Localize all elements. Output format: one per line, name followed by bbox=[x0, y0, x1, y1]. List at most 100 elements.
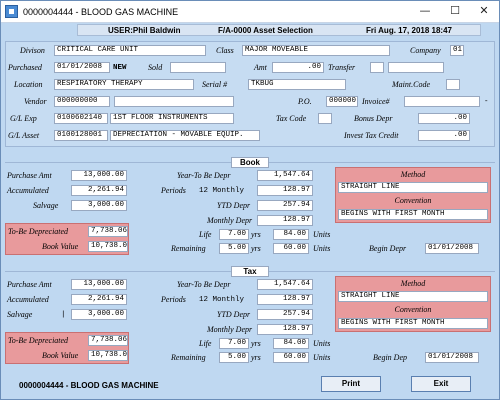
tax-purchase-amt-label: Purchase Amt bbox=[7, 280, 52, 289]
book-remaining-years-field: 5.00 bbox=[219, 243, 249, 254]
book-method-panel: Method STRAIGHT LINE Convention BEGINS W… bbox=[335, 167, 491, 223]
tax-to-be-depreciated-label: To-Be Depreciated bbox=[8, 336, 69, 345]
vendor-label: Vendor bbox=[24, 97, 47, 106]
book-salvage-field[interactable]: 3,000.00 bbox=[71, 200, 127, 211]
invest-tax-credit-field[interactable]: .00 bbox=[418, 130, 470, 141]
vendor-name-field[interactable] bbox=[114, 96, 234, 107]
tax-life-units-field[interactable]: 84.00 bbox=[273, 338, 309, 349]
tax-life-units-label: Units bbox=[313, 339, 331, 348]
invest-tax-credit-label: Invest Tax Credit bbox=[344, 131, 399, 140]
tax-salvage-label: Salvage bbox=[7, 310, 33, 319]
division-label: Divison bbox=[20, 46, 45, 55]
sold-label: Sold bbox=[148, 63, 163, 72]
tax-code-field[interactable] bbox=[318, 113, 332, 124]
gl-exp-field[interactable]: 0100602140 bbox=[54, 113, 108, 124]
maint-code-label: Maint.Code bbox=[392, 80, 430, 89]
asset-header-panel: Divison CRITICAL CARE UNIT Class MAJOR M… bbox=[5, 41, 495, 147]
tax-salvage-separator: | bbox=[61, 311, 66, 319]
session-datetime: Fri Aug. 17, 2018 18:47 bbox=[366, 26, 452, 35]
tax-year-to-be-depr-label: Year-To Be Depr bbox=[177, 280, 231, 289]
new-indicator: NEW bbox=[113, 64, 127, 72]
window-title: 0000004444 - BLOOD GAS MACHINE bbox=[23, 7, 179, 17]
book-depreciation-summary: To-Be Depreciated 7,738.06 Book Value 10… bbox=[5, 223, 129, 255]
tax-convention-field[interactable]: BEGINS WITH FIRST MONTH bbox=[338, 318, 488, 329]
screen-name: F/A-0000 Asset Selection bbox=[218, 26, 313, 35]
invoice-field[interactable] bbox=[404, 96, 480, 107]
book-begin-depr-field[interactable]: 01/01/2008 bbox=[425, 243, 479, 254]
transfer-code-field[interactable] bbox=[370, 62, 384, 73]
amount-field[interactable]: .00 bbox=[272, 62, 324, 73]
tax-periods-amount: 128.97 bbox=[257, 294, 313, 305]
location-field[interactable]: RESPIRATORY THERAPY bbox=[54, 79, 194, 90]
gl-asset-description: DEPRECIATION - MOVABLE EQUIP. bbox=[110, 130, 260, 141]
maximize-button[interactable]: ☐ bbox=[450, 4, 460, 17]
tax-monthly-depr-field: 128.97 bbox=[257, 324, 313, 335]
purchased-date-field[interactable]: 01/01/2008 bbox=[54, 62, 110, 73]
tax-depreciation-summary: To-Be Depreciated 7,738.06 Book Value 10… bbox=[5, 332, 129, 364]
book-panel: Purchase Amt 13,000.00 Accumulated 2,261… bbox=[5, 167, 495, 259]
book-remaining-label: Remaining bbox=[171, 244, 206, 253]
class-field[interactable]: MAJOR MOVEABLE bbox=[242, 45, 390, 56]
book-remaining-units-label: Units bbox=[313, 244, 331, 253]
book-life-units-field[interactable]: 84.00 bbox=[273, 229, 309, 240]
book-periods-amount: 128.97 bbox=[257, 185, 313, 196]
book-life-yrs-text: yrs bbox=[251, 230, 261, 239]
book-begin-depr-label: Begin Depr bbox=[369, 244, 407, 253]
book-accumulated-field[interactable]: 2,261.94 bbox=[71, 185, 127, 196]
print-button[interactable]: Print bbox=[321, 376, 381, 392]
tax-begin-depr-field[interactable]: 01/01/2008 bbox=[425, 352, 479, 363]
invoice-label: Invoice# bbox=[362, 97, 390, 106]
tax-remaining-units-field: 60.00 bbox=[273, 352, 309, 363]
maint-code-field[interactable] bbox=[446, 79, 460, 90]
sold-date-field[interactable] bbox=[170, 62, 226, 73]
book-method-field[interactable]: STRAIGHT LINE bbox=[338, 182, 488, 193]
bonus-depr-field[interactable]: .00 bbox=[418, 113, 470, 124]
company-label: Company bbox=[410, 46, 441, 55]
company-field[interactable]: 01 bbox=[450, 45, 464, 56]
minimize-button[interactable]: — bbox=[419, 4, 431, 17]
book-to-be-depreciated-field: 7,738.06 bbox=[88, 226, 128, 237]
class-label: Class bbox=[216, 46, 234, 55]
division-field[interactable]: CRITICAL CARE UNIT bbox=[54, 45, 206, 56]
serial-field[interactable]: TKBUG bbox=[248, 79, 346, 90]
book-method-label: Method bbox=[400, 170, 426, 179]
app-window-icon bbox=[5, 5, 18, 18]
transfer-date-field[interactable] bbox=[388, 62, 444, 73]
tax-salvage-field[interactable]: 3,000.00 bbox=[71, 309, 127, 320]
book-value-label: Book Value bbox=[42, 242, 79, 251]
book-life-units-label: Units bbox=[313, 230, 331, 239]
po-field[interactable]: 000000 bbox=[326, 96, 358, 107]
book-periods-field[interactable]: 12 Monthly bbox=[199, 187, 245, 195]
tax-remaining-yrs-text: yrs bbox=[251, 353, 261, 362]
gl-asset-field[interactable]: 0100128001 bbox=[54, 130, 108, 141]
book-convention-field[interactable]: BEGINS WITH FIRST MONTH bbox=[338, 209, 488, 220]
book-purchase-amt-label: Purchase Amt bbox=[7, 171, 52, 180]
book-monthly-depr-label: Monthly Depr bbox=[207, 216, 253, 225]
book-year-to-be-depr-label: Year-To Be Depr bbox=[177, 171, 231, 180]
tax-purchase-amt-field[interactable]: 13,000.00 bbox=[71, 279, 127, 290]
book-to-be-depreciated-label: To-Be Depreciated bbox=[8, 227, 69, 236]
tax-accumulated-field[interactable]: 2,261.94 bbox=[71, 294, 127, 305]
tax-remaining-years-field: 5.00 bbox=[219, 352, 249, 363]
vendor-field[interactable]: 000000000 bbox=[54, 96, 110, 107]
tax-method-field[interactable]: STRAIGHT LINE bbox=[338, 291, 488, 302]
tax-life-years-field[interactable]: 7.00 bbox=[219, 338, 249, 349]
close-button[interactable]: ✕ bbox=[479, 4, 489, 17]
tax-periods-field[interactable]: 12 Monthly bbox=[199, 296, 245, 304]
tax-periods-label: Periods bbox=[161, 295, 186, 304]
amount-label: Amt bbox=[254, 63, 267, 72]
tax-method-panel: Method STRAIGHT LINE Convention BEGINS W… bbox=[335, 276, 491, 332]
exit-button[interactable]: Exit bbox=[411, 376, 471, 392]
book-life-years-field[interactable]: 7.00 bbox=[219, 229, 249, 240]
book-year-to-be-depr-field: 1,547.64 bbox=[257, 170, 313, 181]
book-salvage-label: Salvage bbox=[33, 201, 59, 210]
invoice-dash: - bbox=[484, 98, 489, 106]
title-bar: 0000004444 - BLOOD GAS MACHINE — ☐ ✕ bbox=[1, 1, 499, 23]
book-ytd-depr-label: YTD Depr bbox=[217, 201, 251, 210]
location-label: Location bbox=[14, 80, 43, 89]
book-periods-label: Periods bbox=[161, 186, 186, 195]
book-remaining-units-field: 60.00 bbox=[273, 243, 309, 254]
book-purchase-amt-field[interactable]: 13,000.00 bbox=[71, 170, 127, 181]
user-name: USER:Phil Baldwin bbox=[108, 26, 181, 35]
book-convention-label: Convention bbox=[394, 196, 432, 205]
